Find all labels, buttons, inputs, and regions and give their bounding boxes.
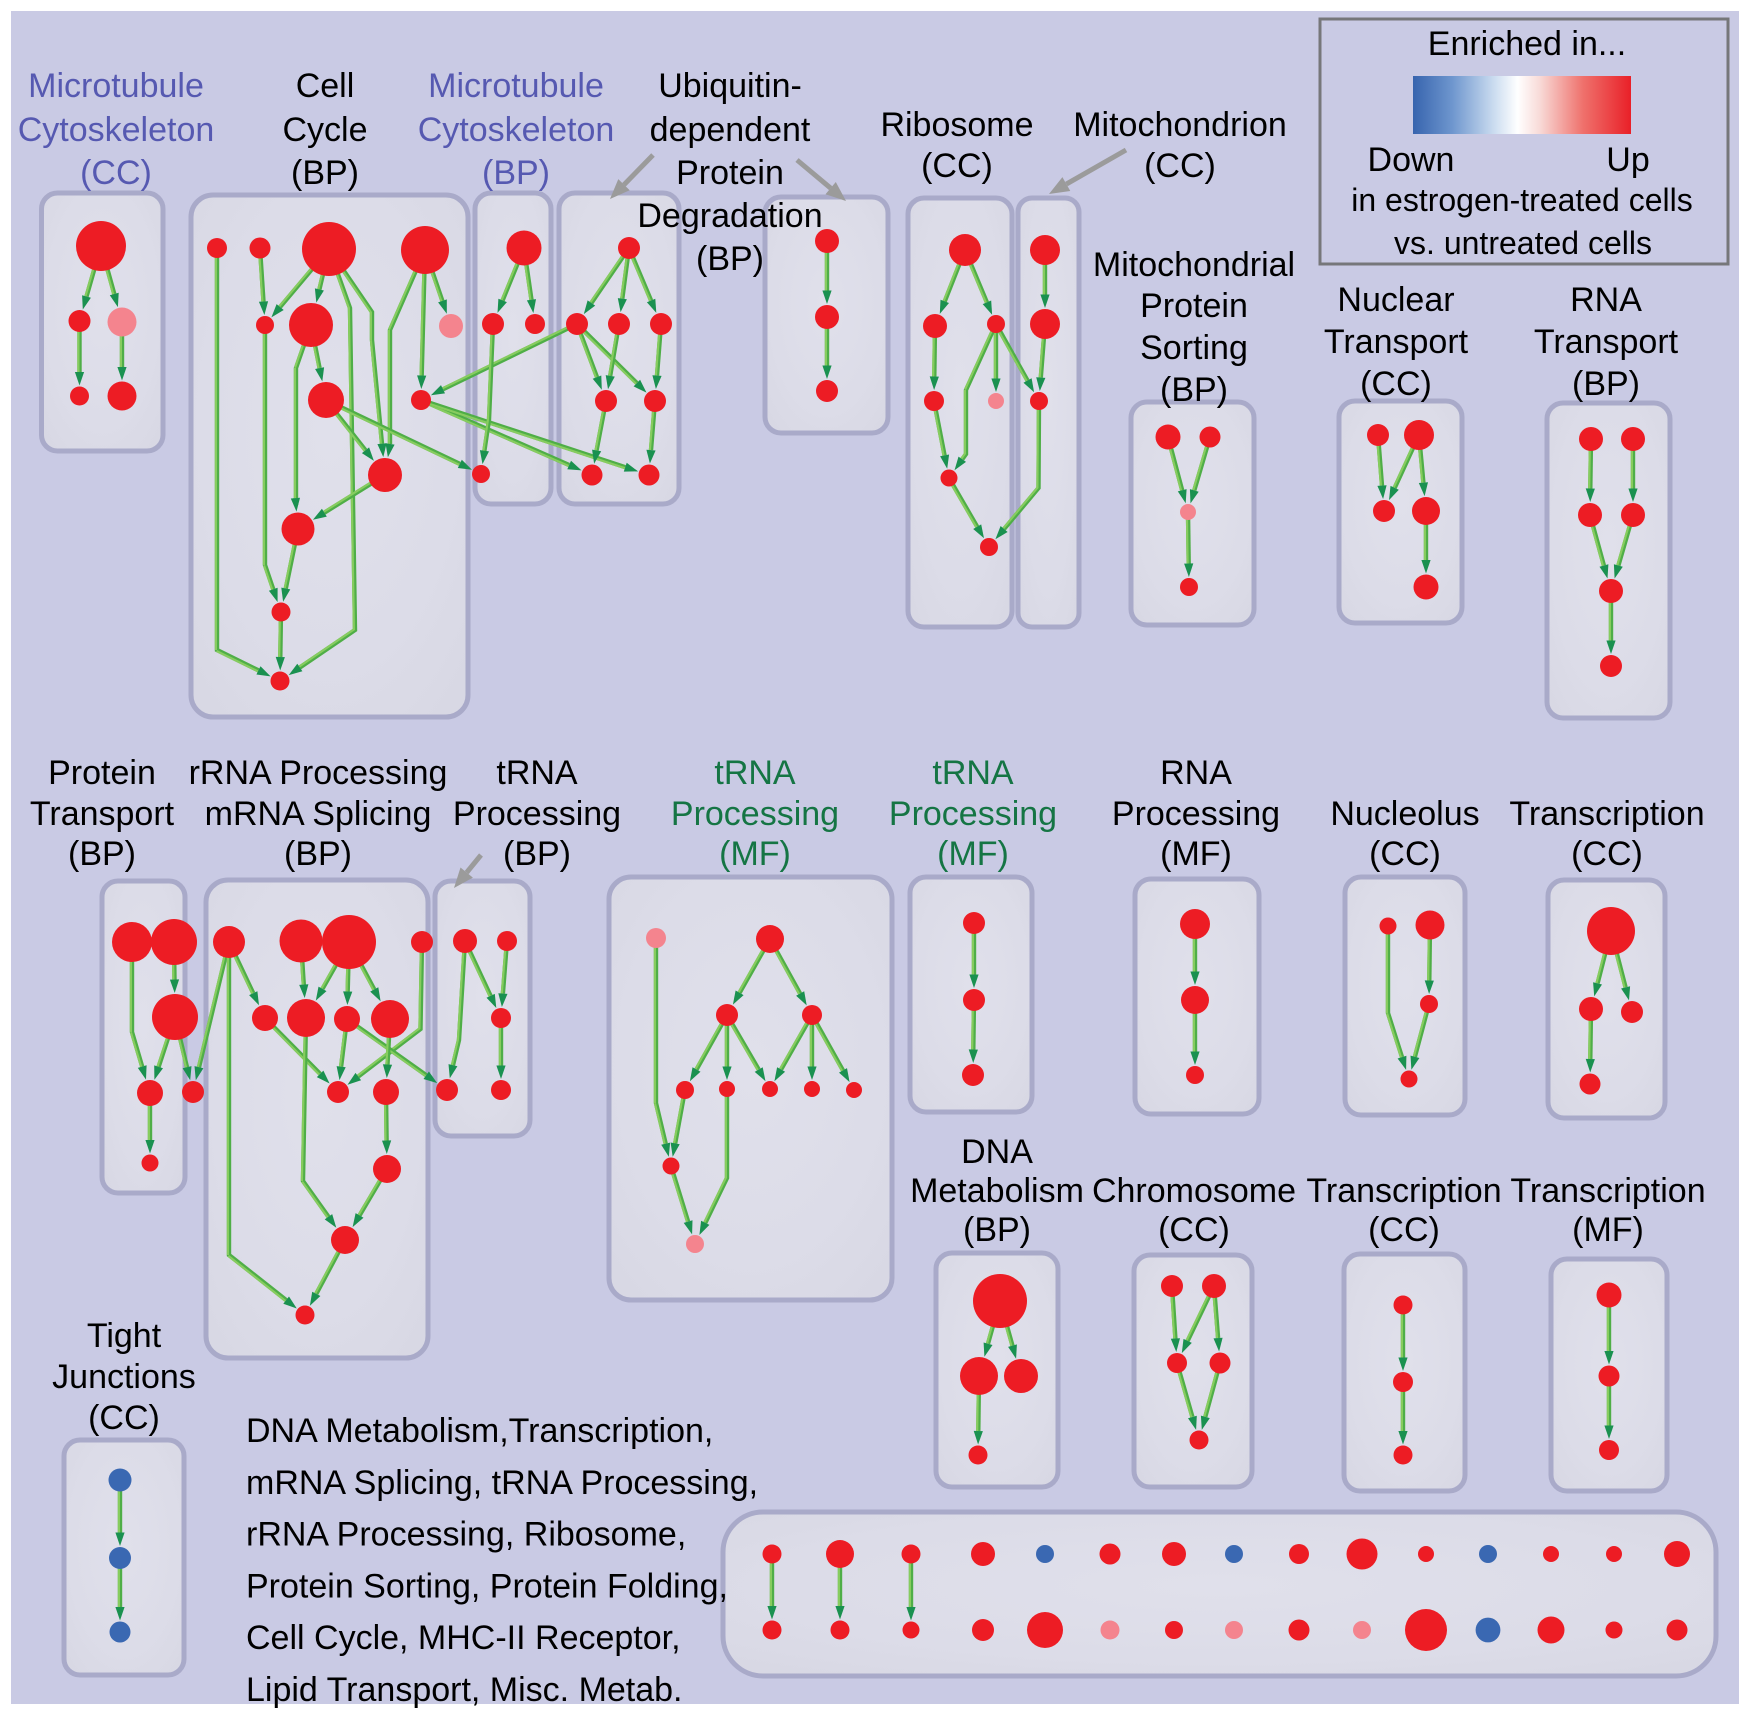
svg-text:Junctions: Junctions xyxy=(52,1358,196,1396)
svg-text:mRNA Splicing, tRNA Processing: mRNA Splicing, tRNA Processing, xyxy=(246,1464,758,1502)
svg-text:(BP): (BP) xyxy=(1160,371,1228,409)
svg-text:(CC): (CC) xyxy=(1571,835,1643,873)
svg-text:Cell Cycle, MHC-II Receptor,: Cell Cycle, MHC-II Receptor, xyxy=(246,1619,681,1657)
svg-text:Transcription: Transcription xyxy=(1306,1172,1501,1210)
svg-text:RNA: RNA xyxy=(1570,281,1642,319)
svg-text:tRNA: tRNA xyxy=(496,754,578,792)
svg-text:(BP): (BP) xyxy=(1572,365,1640,403)
svg-text:(BP): (BP) xyxy=(963,1211,1031,1249)
svg-text:Ubiquitin-: Ubiquitin- xyxy=(658,67,802,105)
svg-text:(BP): (BP) xyxy=(284,835,352,873)
svg-text:Processing: Processing xyxy=(1112,795,1280,833)
svg-text:Cell: Cell xyxy=(296,67,355,105)
svg-text:tRNA: tRNA xyxy=(714,754,796,792)
svg-text:tRNA: tRNA xyxy=(932,754,1014,792)
svg-text:(MF): (MF) xyxy=(719,835,791,873)
svg-text:(CC): (CC) xyxy=(1360,365,1432,403)
svg-text:Microtubule: Microtubule xyxy=(428,67,604,105)
svg-text:(BP): (BP) xyxy=(503,835,571,873)
svg-text:Cytoskeleton: Cytoskeleton xyxy=(18,111,215,149)
svg-text:(MF): (MF) xyxy=(1160,835,1232,873)
svg-text:in estrogen-treated cells: in estrogen-treated cells xyxy=(1351,182,1693,218)
svg-text:(CC): (CC) xyxy=(88,1399,160,1437)
svg-text:(BP): (BP) xyxy=(291,154,359,192)
svg-text:Processing: Processing xyxy=(453,795,621,833)
svg-text:(CC): (CC) xyxy=(921,147,993,185)
svg-text:Transport: Transport xyxy=(1534,323,1679,361)
svg-text:(MF): (MF) xyxy=(937,835,1009,873)
svg-text:Ribosome: Ribosome xyxy=(880,106,1033,144)
svg-text:Cycle: Cycle xyxy=(282,111,367,149)
svg-text:DNA: DNA xyxy=(961,1133,1033,1171)
svg-text:Mitochondrial: Mitochondrial xyxy=(1093,246,1295,284)
svg-text:(BP): (BP) xyxy=(696,240,764,278)
svg-text:Protein: Protein xyxy=(676,154,784,192)
svg-text:(MF): (MF) xyxy=(1572,1211,1644,1249)
svg-text:DNA Metabolism,Transcription,: DNA Metabolism,Transcription, xyxy=(246,1412,713,1450)
svg-text:Down: Down xyxy=(1368,141,1455,179)
svg-text:mRNA Splicing: mRNA Splicing xyxy=(205,795,432,833)
svg-text:Metabolism: Metabolism xyxy=(910,1172,1084,1210)
svg-text:Processing: Processing xyxy=(671,795,839,833)
svg-text:Nucleolus: Nucleolus xyxy=(1330,795,1479,833)
svg-text:(CC): (CC) xyxy=(80,154,152,192)
svg-text:(CC): (CC) xyxy=(1144,147,1216,185)
svg-text:Degradation: Degradation xyxy=(637,197,822,235)
svg-text:Protein: Protein xyxy=(1140,287,1248,325)
svg-text:Up: Up xyxy=(1606,141,1649,179)
svg-text:Enriched in...: Enriched in... xyxy=(1428,25,1626,63)
svg-text:rRNA Processing, Ribosome,: rRNA Processing, Ribosome, xyxy=(246,1516,686,1554)
svg-text:Sorting: Sorting xyxy=(1140,329,1248,367)
svg-text:Nuclear: Nuclear xyxy=(1337,281,1454,319)
svg-text:Mitochondrion: Mitochondrion xyxy=(1073,106,1287,144)
svg-text:Tight: Tight xyxy=(87,1317,162,1355)
svg-text:Microtubule: Microtubule xyxy=(28,67,204,105)
svg-text:(BP): (BP) xyxy=(68,835,136,873)
svg-text:Transport: Transport xyxy=(1324,323,1469,361)
svg-text:(CC): (CC) xyxy=(1368,1211,1440,1249)
svg-text:vs. untreated cells: vs. untreated cells xyxy=(1394,225,1652,261)
svg-text:(BP): (BP) xyxy=(482,154,550,192)
svg-text:Cytoskeleton: Cytoskeleton xyxy=(418,111,615,149)
svg-text:(CC): (CC) xyxy=(1369,835,1441,873)
svg-text:dependent: dependent xyxy=(650,111,811,149)
svg-text:Chromosome: Chromosome xyxy=(1092,1172,1296,1210)
svg-text:Protein: Protein xyxy=(48,754,156,792)
svg-text:(CC): (CC) xyxy=(1158,1211,1230,1249)
svg-text:Lipid Transport, Misc. Metab.: Lipid Transport, Misc. Metab. xyxy=(246,1671,683,1709)
svg-text:Processing: Processing xyxy=(889,795,1057,833)
svg-text:Transcription: Transcription xyxy=(1509,795,1704,833)
svg-text:Transcription: Transcription xyxy=(1510,1172,1705,1210)
svg-text:Protein Sorting, Protein Foldi: Protein Sorting, Protein Folding, xyxy=(246,1567,728,1605)
svg-text:RNA: RNA xyxy=(1160,754,1232,792)
svg-text:Transport: Transport xyxy=(30,795,175,833)
svg-text:rRNA Processing: rRNA Processing xyxy=(189,754,448,792)
